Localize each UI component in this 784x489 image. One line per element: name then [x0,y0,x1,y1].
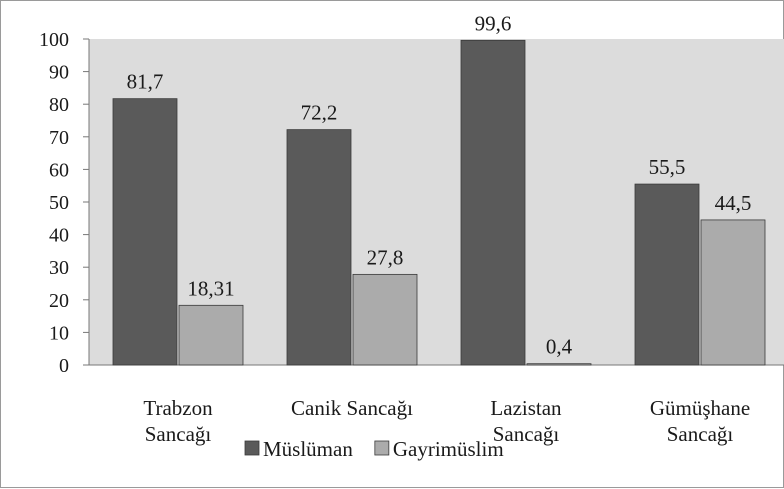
bars [112,39,766,366]
y-tick-label: 20 [49,290,69,312]
data-label: 81,7 [127,70,164,94]
bar [178,304,244,366]
legend-label: Müslüman [263,437,353,461]
y-tick-label: 30 [49,257,69,279]
y-tick-label: 90 [49,62,69,84]
data-label: 18,31 [187,276,234,300]
data-label: 72,2 [301,101,338,125]
data-label: 27,8 [367,245,404,269]
y-axis: 0 10 20 30 40 50 60 70 80 90 100 [39,29,784,377]
category-label: Sancağı [145,422,212,446]
category-label: Gümüşhane [650,396,750,420]
category-label: Sancağı [493,422,560,446]
y-tick-label: 80 [49,94,69,116]
bar [526,363,592,366]
legend: Müslüman Gayrimüslim [244,437,504,461]
data-label: 55,5 [649,155,686,179]
y-tick-label: 10 [49,322,69,344]
y-tick-label: 40 [49,225,69,247]
legend-label: Gayrimüslim [393,437,504,461]
bar [634,183,700,366]
y-tick-label: 0 [59,355,69,377]
data-label: 99,6 [475,11,512,35]
category-label: Trabzon [143,396,213,420]
data-label: 0,4 [546,335,573,359]
bar [460,39,526,366]
legend-swatch [244,440,260,456]
category-label: Canik Sancağı [291,396,413,420]
y-tick-label: 70 [49,127,69,149]
data-label: 44,5 [715,191,752,215]
bar [700,219,766,366]
bar [112,98,178,366]
category-label: Sancağı [667,422,734,446]
legend-swatch [374,440,390,456]
y-tick-label: 100 [39,29,69,51]
y-tick-label: 60 [49,159,69,181]
bar [286,129,352,366]
data-labels: 81,7 72,2 99,6 55,5 18,31 27,8 0,4 44,5 [127,11,752,358]
bar [352,273,418,366]
category-label: Lazistan [490,396,562,420]
y-tick-label: 50 [49,192,69,214]
